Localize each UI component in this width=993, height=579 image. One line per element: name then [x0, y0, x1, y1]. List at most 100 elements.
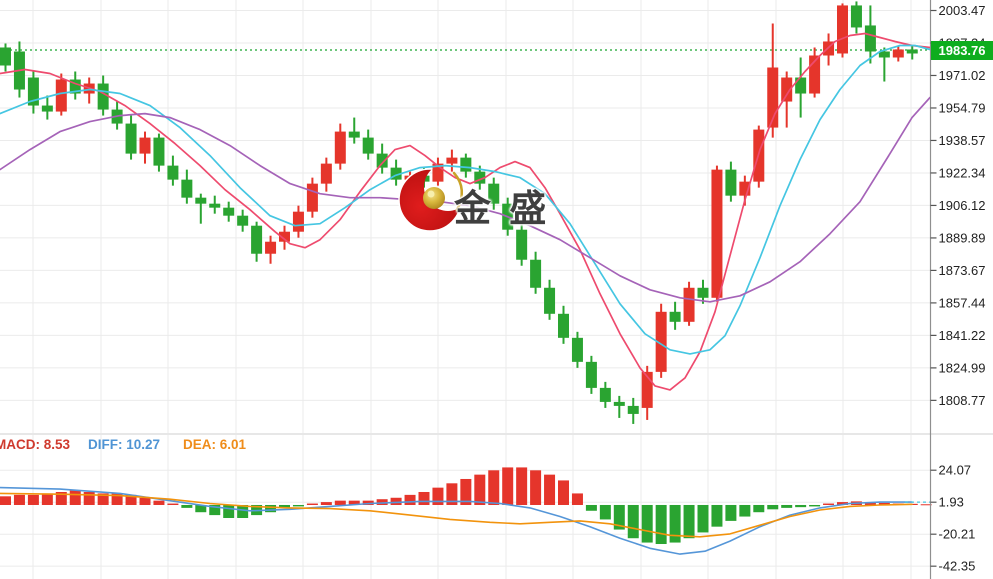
macd-bar: [334, 500, 346, 505]
ma-slow-line: [0, 96, 931, 303]
candle: [516, 223, 528, 266]
axis-tick-label: 1889.89: [939, 230, 986, 245]
axis-tick-label: -42.35: [939, 559, 976, 574]
diff-value-label: DIFF: 10.27: [88, 437, 161, 452]
macd-bar: [223, 504, 235, 518]
dea-value-label: DEA: 6.01: [183, 437, 247, 452]
candle: [292, 205, 304, 238]
macd-lines: [0, 486, 931, 555]
macd-bar: [362, 500, 374, 505]
axis-tick-label: 1971.02: [939, 68, 986, 83]
axis-tick-label: -20.21: [939, 527, 976, 542]
candle: [306, 177, 318, 218]
macd-bar: [711, 504, 723, 527]
candle: [906, 45, 918, 60]
macd-bar: [446, 483, 458, 505]
macd-bar: [571, 493, 583, 505]
candle: [823, 33, 835, 66]
macd-bar: [209, 504, 221, 516]
candle: [334, 123, 346, 170]
candle: [55, 73, 67, 116]
diff-line: [0, 486, 913, 555]
macd-bar: [69, 490, 81, 505]
macd-bar: [306, 503, 318, 505]
macd-bar: [320, 502, 332, 505]
candle: [69, 71, 81, 100]
candle: [837, 3, 848, 58]
candle: [27, 71, 39, 114]
macd-bar: [585, 504, 597, 511]
candle: [41, 95, 53, 120]
candle: [683, 281, 695, 326]
candle: [167, 155, 179, 186]
macd-bar: [739, 504, 751, 517]
axis-tick-label: 1873.67: [939, 263, 986, 278]
candle: [753, 125, 765, 188]
macd-bar: [55, 491, 67, 505]
candle: [669, 301, 681, 330]
candle: [488, 177, 500, 210]
macd-bar: [837, 502, 848, 505]
macd-histogram: [0, 467, 932, 545]
candle: [571, 331, 583, 368]
macd-bar: [641, 504, 653, 543]
macd-bar: [781, 504, 793, 508]
macd-bar: [530, 470, 542, 505]
candle: [139, 131, 151, 164]
candle: [195, 193, 207, 224]
candle: [223, 201, 235, 222]
macd-bar: [390, 497, 402, 505]
candle: [362, 129, 374, 160]
candle: [613, 395, 625, 418]
macd-bar: [292, 504, 304, 507]
candle: [251, 221, 263, 262]
macd-bar: [725, 504, 737, 521]
axis-tick-label: 24.07: [939, 463, 972, 478]
macd-bar: [516, 467, 528, 505]
macd-bar: [41, 493, 53, 505]
axis-tick-label: 1857.44: [939, 295, 986, 310]
candle: [585, 355, 597, 394]
macd-bar: [864, 502, 876, 505]
macd-bar: [376, 499, 388, 505]
candle: [376, 143, 388, 174]
macd-bar: [83, 491, 95, 505]
macd-bar: [404, 494, 416, 505]
macd-bar: [153, 500, 165, 505]
macd-bar: [697, 504, 709, 533]
dea-line: [0, 492, 913, 538]
macd-bar: [613, 504, 625, 530]
macd-bar: [753, 504, 765, 513]
candle: [878, 47, 890, 82]
macd-bar: [139, 497, 151, 505]
candle: [558, 305, 569, 344]
grid-lines: [0, 0, 931, 579]
candle: [265, 235, 277, 264]
macd-bar: [488, 470, 500, 505]
candle: [0, 43, 11, 72]
macd-bar: [655, 504, 667, 545]
macd-bar: [13, 494, 25, 505]
macd-bar: [460, 478, 472, 505]
candle: [418, 167, 430, 188]
candle: [697, 279, 709, 304]
candle: [627, 397, 639, 424]
axis-tick-label: 1808.77: [939, 393, 986, 408]
macd-bar: [237, 504, 249, 518]
macd-bar: [195, 504, 207, 513]
macd-bar: [544, 474, 556, 505]
candle: [781, 71, 793, 128]
candle: [390, 159, 402, 186]
candle: [599, 381, 611, 408]
macd-bar: [795, 504, 807, 508]
candle: [460, 153, 472, 178]
macd-bar: [474, 474, 486, 505]
macd-bar: [683, 504, 695, 539]
axis-tick-label: 1954.79: [939, 100, 986, 115]
candle: [97, 75, 109, 116]
candle: [209, 195, 221, 214]
candle: [237, 209, 249, 232]
axis-tick-label: 1841.22: [939, 328, 986, 343]
